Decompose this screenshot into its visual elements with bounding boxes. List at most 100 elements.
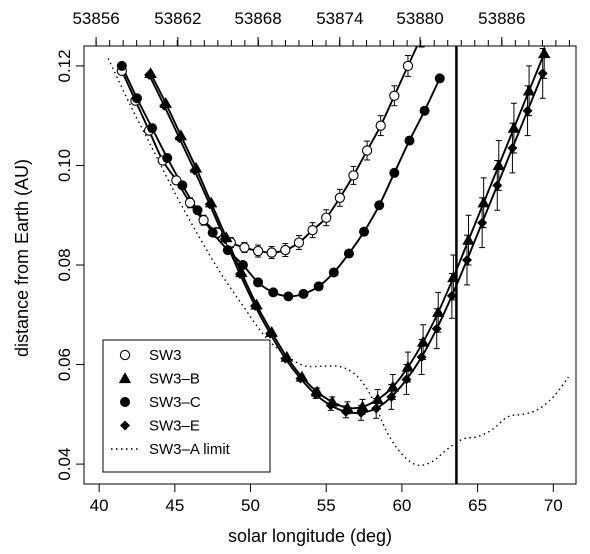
top-tick-label: 53886 bbox=[478, 9, 525, 28]
data-point bbox=[159, 100, 170, 111]
data-point bbox=[416, 335, 430, 347]
data-point bbox=[237, 260, 248, 270]
data-point bbox=[313, 281, 324, 292]
data-point bbox=[219, 234, 230, 245]
data-point bbox=[239, 242, 250, 253]
data-point bbox=[492, 180, 503, 191]
data-point bbox=[295, 373, 306, 384]
data-point bbox=[462, 233, 475, 245]
x-tick-label: 65 bbox=[468, 496, 487, 515]
data-point bbox=[310, 389, 321, 400]
data-point bbox=[477, 196, 490, 208]
data-point bbox=[348, 170, 359, 181]
data-point bbox=[522, 105, 533, 116]
data-point bbox=[416, 352, 427, 363]
data-point bbox=[522, 84, 536, 96]
data-point bbox=[266, 247, 277, 258]
data-point bbox=[371, 393, 384, 405]
series-line-0 bbox=[120, 46, 419, 254]
data-point bbox=[389, 167, 400, 178]
data-point bbox=[234, 268, 245, 279]
data-point bbox=[189, 165, 200, 176]
data-point bbox=[162, 152, 173, 163]
data-point bbox=[222, 245, 233, 256]
series-line-4 bbox=[107, 58, 569, 467]
data-point bbox=[177, 180, 188, 191]
axes: 40 45 50 55 60 65 70 0.04 0.06 0.08 0.10 0.12 53856 5… bbox=[55, 9, 577, 515]
data-point bbox=[334, 192, 345, 203]
x-tick-label: 40 bbox=[90, 496, 109, 515]
data-point bbox=[374, 200, 385, 211]
top-tick-label: 53880 bbox=[396, 9, 443, 28]
legend-label: SW3–B bbox=[149, 371, 200, 388]
data-point bbox=[321, 212, 332, 223]
data-point bbox=[174, 133, 185, 144]
data-point bbox=[328, 267, 339, 278]
data-point bbox=[507, 121, 521, 133]
data-point bbox=[280, 353, 291, 364]
data-point bbox=[361, 145, 373, 156]
top-tick-label: 53874 bbox=[316, 9, 363, 28]
data-point bbox=[431, 323, 442, 334]
data-point bbox=[447, 271, 460, 283]
data-point bbox=[356, 400, 369, 412]
data-point bbox=[184, 197, 196, 208]
legend-swatch bbox=[118, 372, 132, 384]
x-axis-label: solar longitude (deg) bbox=[228, 526, 392, 546]
data-point bbox=[402, 60, 414, 72]
data-point bbox=[401, 360, 415, 372]
data-point bbox=[280, 244, 291, 256]
data-point bbox=[307, 225, 318, 236]
data-point bbox=[293, 237, 305, 248]
x-tick-label: 55 bbox=[317, 496, 336, 515]
data-point bbox=[340, 406, 351, 417]
plot-area bbox=[107, 31, 569, 484]
legend-label: SW3–E bbox=[149, 418, 200, 435]
data-point bbox=[389, 90, 400, 101]
data-point bbox=[131, 93, 142, 104]
y-tick-label: 0.06 bbox=[55, 348, 74, 381]
legend-label: SW3–C bbox=[149, 394, 201, 411]
data-point bbox=[207, 227, 218, 238]
data-point bbox=[419, 105, 430, 116]
data-point bbox=[198, 215, 209, 226]
data-point bbox=[283, 291, 294, 302]
data-point bbox=[144, 69, 155, 80]
x-tick-label: 70 bbox=[544, 496, 563, 515]
data-point bbox=[538, 47, 551, 59]
data-point bbox=[537, 68, 548, 79]
data-point bbox=[462, 255, 473, 266]
data-point bbox=[432, 306, 445, 317]
data-point bbox=[477, 217, 488, 228]
data-point bbox=[401, 374, 412, 385]
legend-box bbox=[102, 339, 271, 473]
data-point bbox=[250, 300, 261, 311]
top-tick-label: 53868 bbox=[234, 9, 281, 28]
y-tick-label: 0.04 bbox=[55, 448, 74, 481]
data-point bbox=[253, 277, 264, 288]
data-point bbox=[116, 60, 127, 71]
data-point bbox=[359, 226, 370, 237]
legend-swatch bbox=[119, 349, 131, 361]
x-tick-label: 45 bbox=[165, 496, 184, 515]
top-tick-label: 53856 bbox=[72, 9, 119, 28]
data-point bbox=[434, 73, 445, 84]
x-tick-label: 50 bbox=[241, 496, 260, 515]
legend: SW3 SW3–B SW3–C SW3–E SW3–A limit bbox=[102, 339, 271, 473]
y-axis-label: distance from Earth (AU) bbox=[12, 159, 32, 357]
data-point bbox=[386, 391, 397, 402]
data-point bbox=[192, 205, 203, 216]
data-point bbox=[265, 328, 276, 339]
data-point bbox=[252, 245, 264, 257]
legend-swatch bbox=[120, 420, 130, 431]
series-line-2 bbox=[120, 65, 441, 298]
data-point bbox=[507, 143, 518, 154]
data-point bbox=[147, 123, 158, 134]
y-tick-label: 0.08 bbox=[55, 248, 74, 281]
y-tick-label: 0.10 bbox=[55, 149, 74, 182]
data-point bbox=[356, 407, 367, 418]
data-point bbox=[371, 403, 382, 414]
data-point bbox=[492, 159, 505, 171]
data-point bbox=[325, 400, 336, 411]
data-point bbox=[417, 31, 426, 40]
